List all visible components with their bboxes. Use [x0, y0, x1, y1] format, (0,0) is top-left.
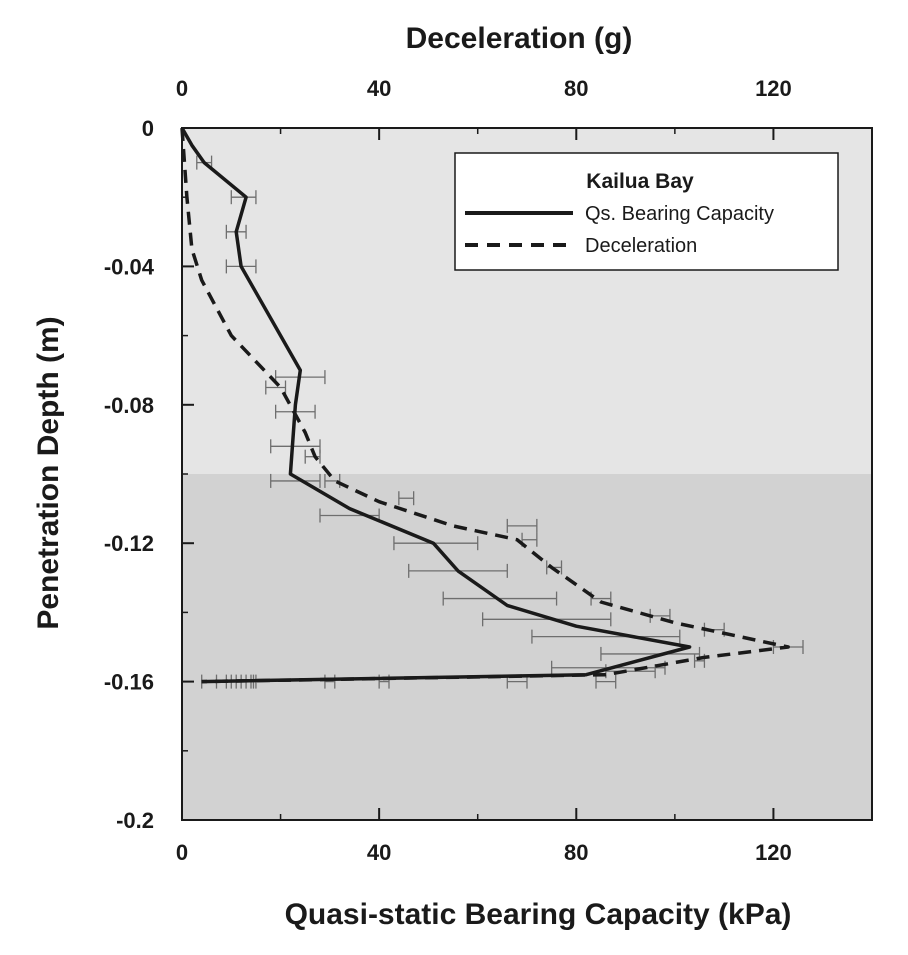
bottom-tick-label: 40 — [367, 840, 391, 865]
bottom-axis-title: Quasi-static Bearing Capacity (kPa) — [285, 898, 792, 931]
legend-entry-bearing-capacity: Qs. Bearing Capacity — [585, 203, 774, 225]
y-tick-label: -0.12 — [104, 531, 154, 556]
bottom-tick-label: 120 — [755, 840, 792, 865]
y-tick-label: -0.04 — [104, 254, 155, 279]
series-line-bearing-capacity — [180, 127, 692, 684]
error-bar-bearing — [270, 473, 321, 488]
legend: Kailua Bay Qs. Bearing Capacity Decelera… — [454, 152, 839, 271]
plot-frame — [181, 127, 873, 821]
top-tick-label: 80 — [564, 76, 588, 101]
y-tick-label: -0.16 — [104, 670, 154, 695]
error-bar-bearing — [531, 629, 681, 644]
legend-title: Kailua Bay — [586, 170, 694, 193]
bottom-tick-label: 0 — [176, 840, 188, 865]
error-bar-deceleration — [398, 491, 415, 506]
error-bar-bottom-cluster — [324, 674, 336, 689]
y-axis-title: Penetration Depth (m) — [32, 316, 65, 629]
y-tick-label: 0 — [142, 116, 154, 141]
y-tick-label: -0.08 — [104, 393, 154, 418]
error-bar-bearing — [393, 536, 479, 551]
bottom-tick-label: 80 — [564, 840, 588, 865]
error-bar-bearing — [481, 612, 612, 627]
error-bar-deceleration — [506, 518, 538, 533]
error-bar-deceleration — [265, 380, 287, 395]
series-lines — [180, 127, 790, 684]
top-tick-label: 0 — [176, 76, 188, 101]
series-line-deceleration — [180, 127, 790, 684]
top-axis-title: Deceleration (g) — [406, 22, 633, 55]
top-tick-label: 120 — [755, 76, 792, 101]
y-tick-label: -0.2 — [116, 808, 154, 833]
y-axis-tick-labels: 0 -0.04 -0.08 -0.12 -0.16 -0.2 — [104, 116, 155, 833]
bottom-axis-tick-labels: 0 40 80 120 — [176, 840, 792, 865]
legend-entry-deceleration: Deceleration — [585, 235, 697, 257]
error-bar-deceleration — [304, 449, 321, 464]
background-band-1 — [182, 474, 872, 820]
top-axis-tick-labels: 0 40 80 120 — [176, 76, 792, 101]
error-bar-bottom-cluster — [595, 674, 617, 689]
major-ticks — [181, 127, 775, 821]
top-tick-label: 40 — [367, 76, 391, 101]
